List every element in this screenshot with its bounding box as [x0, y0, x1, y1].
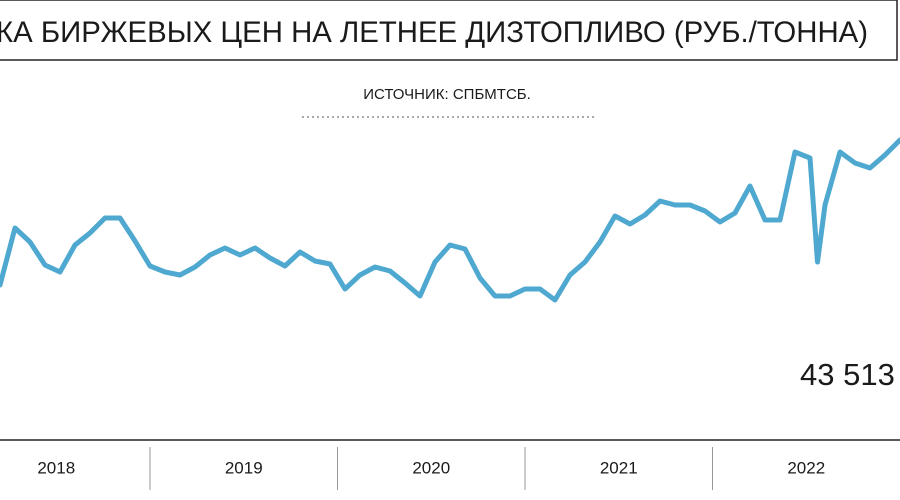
x-tick-label: 2019: [225, 458, 263, 477]
price-line: [0, 137, 900, 303]
annotation: 43 513: [800, 357, 895, 392]
x-tick-label: 2020: [412, 458, 450, 477]
chart-title: КА БИРЖЕВЫХ ЦЕН НА ЛЕТНЕЕ ДИЗТОПЛИВО (РУ…: [0, 16, 868, 49]
x-tick-label: 2018: [37, 458, 75, 477]
x-tick-label: 2022: [787, 458, 825, 477]
chart-subtitle: ИСТОЧНИК: СПБМТСБ.: [363, 86, 531, 103]
x-tick-label: 2021: [600, 458, 638, 477]
title-box: [0, 0, 898, 61]
